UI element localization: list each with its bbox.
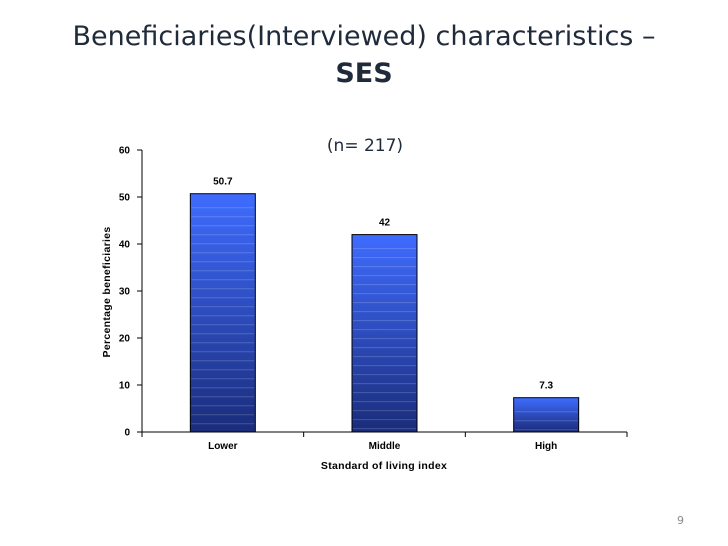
y-tick-label: 30 [119,287,131,298]
bars: 50.7 42 7.3 [189,177,580,433]
data-label-middle: 42 [379,218,391,229]
data-label-lower: 50.7 [213,177,233,188]
x-axis-title: Standard of living index [321,460,447,472]
y-tick-label: 60 [119,146,131,157]
y-axis-title: Percentage beneficiaries [101,227,113,358]
y-tick-label: 10 [119,381,131,392]
x-tick-label-middle: Middle [369,441,401,452]
chart-subtitle: (n= 217) [327,136,403,156]
x-tick-label-lower: Lower [208,441,238,452]
bar-middle [351,234,418,433]
bar-high [513,397,580,433]
title-line-1: Beneficiaries(Interviewed) characteristi… [72,21,656,52]
page-number: 9 [677,514,684,527]
data-label-high: 7.3 [539,381,553,392]
y-tick-label: 20 [119,334,131,345]
y-tick-label: 50 [119,193,131,204]
x-axis: Lower Middle High [141,431,628,452]
y-tick-label: 40 [119,240,131,251]
y-tick-label: 0 [124,428,130,439]
slide-title: Beneficiaries(Interviewed) characteristi… [0,18,728,92]
y-axis: 0 10 20 30 40 50 60 [119,146,143,439]
title-line-2: SES [335,58,393,89]
bar-lower [189,193,256,433]
x-tick-label-high: High [535,441,557,452]
